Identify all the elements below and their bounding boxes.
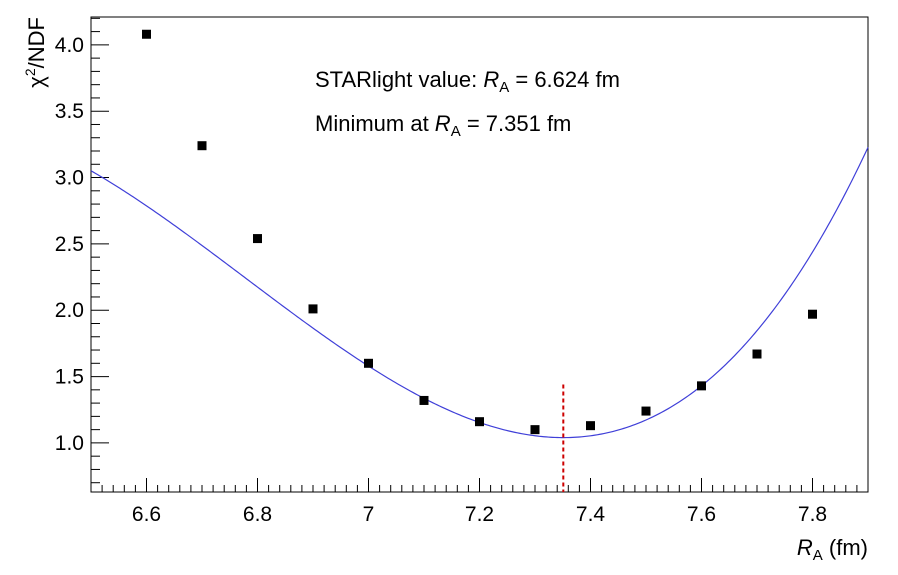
data-point bbox=[419, 395, 429, 405]
data-point bbox=[530, 425, 540, 435]
y-tick-label: 4.0 bbox=[55, 34, 84, 57]
annotation-minimum: Minimum at RA = 7.351 fm bbox=[315, 111, 571, 140]
y-tick-label: 2.5 bbox=[55, 233, 84, 256]
y-tick-label: 1.5 bbox=[55, 366, 84, 389]
annotation-starlight: STARlight value: RA = 6.624 fm bbox=[315, 67, 620, 96]
x-tick-label: 6.6 bbox=[132, 503, 161, 526]
y-tick-label: 2.0 bbox=[55, 299, 84, 322]
data-point bbox=[475, 417, 484, 427]
data-point bbox=[142, 29, 151, 39]
data-point bbox=[752, 349, 762, 359]
y-axis-title: χ2/NDF bbox=[22, 17, 49, 88]
x-axis-title: RA (fm) bbox=[797, 535, 868, 564]
x-axis-ticks: 6.6 6.8 7 7.2 7.4 7.6 7.8 bbox=[90, 478, 869, 526]
data-points bbox=[142, 29, 817, 435]
data-point bbox=[808, 309, 817, 319]
data-point bbox=[253, 234, 262, 244]
data-point bbox=[364, 358, 373, 368]
y-tick-label: 3.5 bbox=[55, 100, 84, 123]
x-tick-label: 7.6 bbox=[687, 503, 716, 526]
fit-curve bbox=[90, 147, 869, 439]
data-point bbox=[641, 406, 651, 416]
data-point bbox=[197, 141, 207, 151]
y-tick-label: 1.0 bbox=[55, 432, 84, 455]
y-tick-label: 3.0 bbox=[55, 167, 84, 190]
x-tick-label: 7.4 bbox=[576, 503, 606, 526]
data-point bbox=[308, 304, 318, 314]
x-tick-label: 7 bbox=[363, 503, 375, 526]
data-point bbox=[697, 381, 706, 391]
x-tick-label: 7.2 bbox=[465, 503, 494, 526]
y-axis-ticks: 1.0 1.5 2.0 2.5 3.0 3.5 4.0 bbox=[55, 17, 109, 484]
data-point bbox=[586, 421, 595, 431]
x-tick-label: 6.8 bbox=[243, 503, 272, 526]
x-tick-label: 7.8 bbox=[798, 503, 827, 526]
